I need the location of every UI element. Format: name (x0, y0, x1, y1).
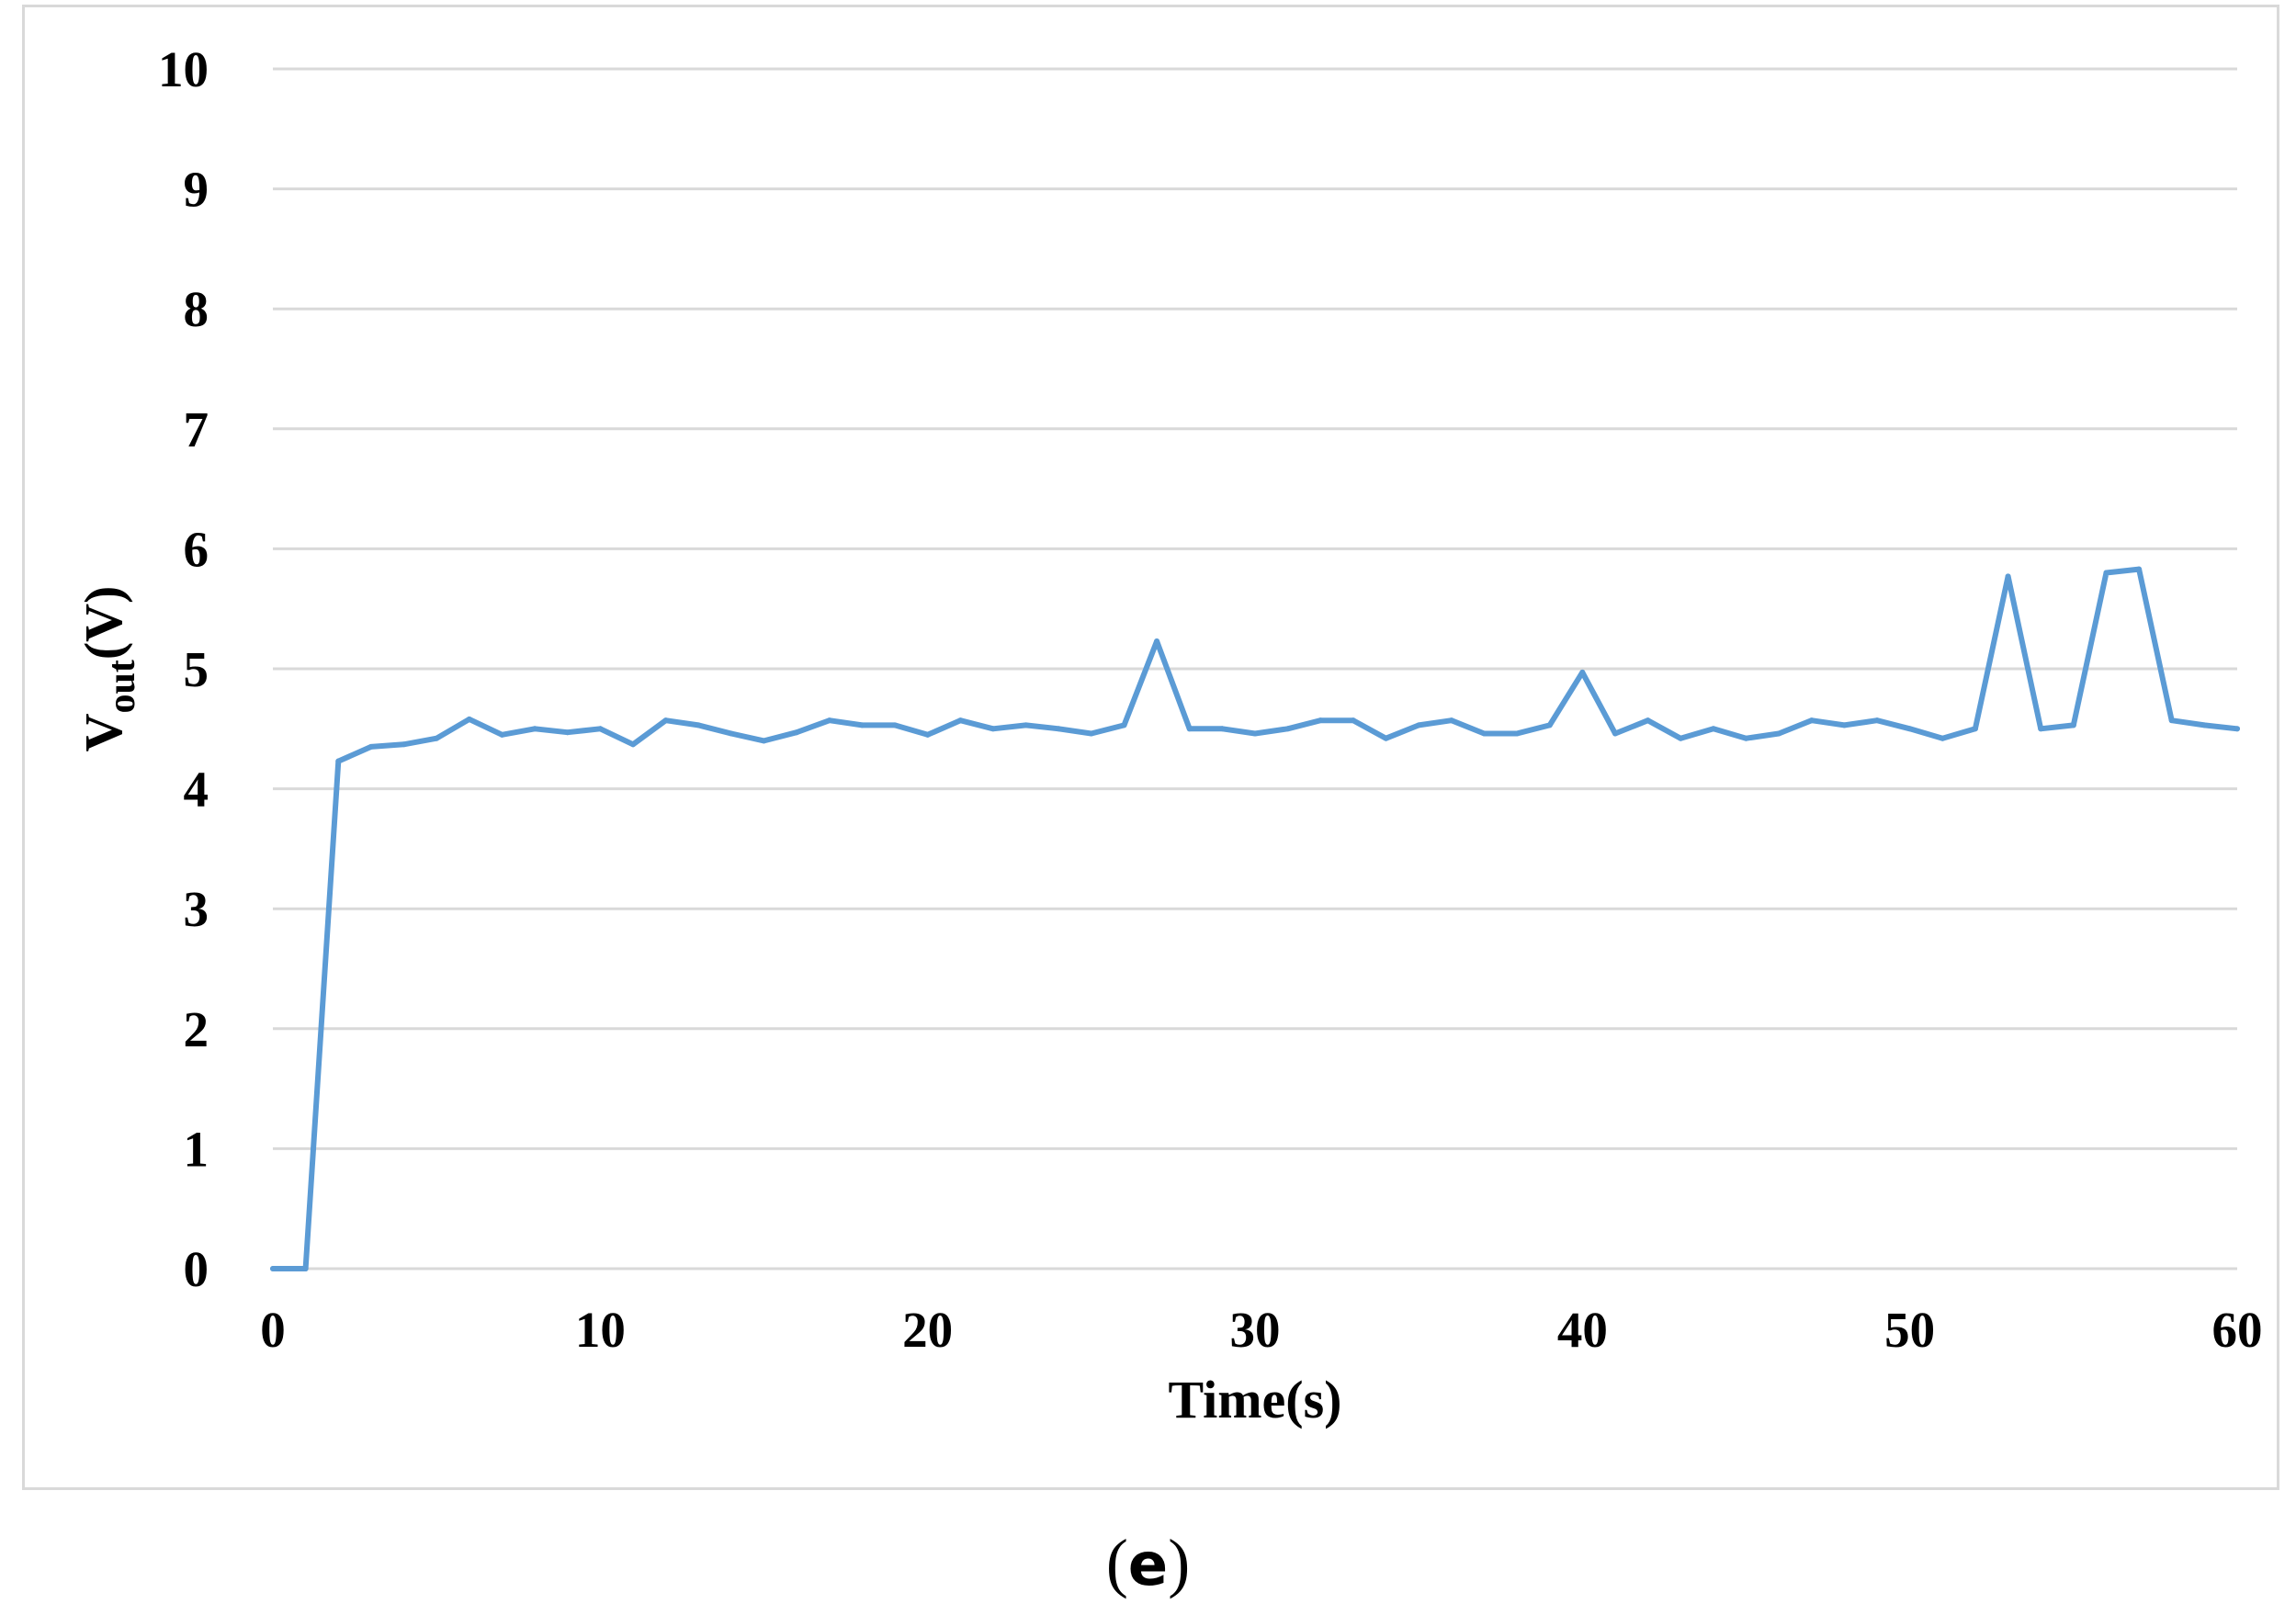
y-tick-label: 8 (184, 281, 209, 337)
y-tick-labels: 0 1 2 3 4 5 6 7 8 9 10 (158, 41, 209, 1297)
y-tick-label: 0 (184, 1241, 209, 1297)
data-point (532, 726, 538, 732)
data-point (1284, 726, 1291, 732)
gridlines (273, 67, 2237, 1271)
data-point (1252, 730, 1258, 737)
x-tick-labels: 0 10 20 30 40 50 60 (260, 1302, 2262, 1358)
data-point (2070, 722, 2076, 728)
x-tick-label: 30 (1230, 1302, 1281, 1358)
data-point (434, 735, 440, 741)
data-point (794, 729, 800, 736)
panel-label-open: ( (1105, 1526, 1128, 1599)
y-tick-label: 5 (184, 641, 209, 697)
x-tick-label: 10 (575, 1302, 626, 1358)
data-point (1710, 726, 1716, 732)
y-tick-label: 1 (184, 1121, 209, 1177)
data-point (2201, 722, 2208, 728)
data-point (1579, 669, 1586, 675)
x-tick-label: 20 (902, 1302, 953, 1358)
y-tick-label: 9 (184, 162, 209, 218)
y-axis-title-unit: (V) (74, 586, 133, 661)
x-tick-label: 50 (1884, 1302, 1935, 1358)
data-point (1088, 730, 1094, 737)
data-point (499, 731, 505, 738)
series-layer (270, 566, 2240, 1271)
data-point (1416, 722, 1422, 728)
data-point (270, 1266, 276, 1271)
x-tick-label: 0 (260, 1302, 286, 1358)
data-point (1448, 717, 1454, 724)
series-line-0 (270, 566, 2240, 1271)
data-point (826, 717, 832, 724)
y-tick-label: 4 (184, 762, 209, 818)
data-point (1154, 638, 1160, 644)
line-chart: 0 1 2 3 4 5 6 7 8 9 10 0 10 20 30 40 50 60 Time(s) Vout(… (74, 41, 2263, 1429)
y-tick-label: 10 (158, 41, 209, 97)
data-point (1318, 717, 1324, 724)
data-point (1219, 726, 1226, 732)
data-point (1023, 722, 1029, 728)
y-axis-title-subscript: out (101, 660, 143, 713)
data-point (859, 722, 865, 728)
data-point (1383, 735, 1389, 741)
y-tick-label: 6 (184, 521, 209, 577)
x-axis-title: Time(s) (1168, 1370, 1341, 1429)
data-point (1350, 717, 1356, 724)
data-point (1906, 726, 1913, 732)
data-point (629, 741, 636, 748)
y-axis-title: Vout(V) (74, 586, 143, 752)
data-point (2136, 566, 2143, 572)
data-point (1514, 730, 1521, 737)
data-point (892, 722, 899, 728)
data-point (1808, 717, 1815, 724)
y-tick-label: 2 (184, 1001, 209, 1057)
panel-label-letter: e (1127, 1531, 1169, 1599)
data-point (1056, 726, 1062, 732)
y-tick-label: 7 (184, 401, 209, 457)
data-point (1186, 726, 1193, 732)
data-point (1841, 722, 1848, 728)
data-point (728, 730, 734, 737)
data-point (335, 758, 342, 764)
data-point (2005, 573, 2011, 580)
data-point (1874, 717, 1881, 724)
data-point (1776, 730, 1782, 737)
data-point (761, 738, 767, 744)
data-point (302, 1266, 309, 1271)
data-point (1972, 726, 1978, 732)
x-tick-label: 60 (2212, 1302, 2263, 1358)
data-point (957, 717, 964, 724)
data-point (401, 741, 407, 748)
data-point (597, 726, 604, 732)
data-point (2234, 726, 2240, 732)
chart-frame: 0 1 2 3 4 5 6 7 8 9 10 0 10 20 30 40 50 60 Time(s) Vout(… (22, 5, 2279, 1490)
data-point (696, 722, 702, 728)
data-point (368, 743, 374, 750)
x-tick-label: 40 (1557, 1302, 1608, 1358)
data-point (2103, 570, 2109, 576)
data-point (1743, 735, 1749, 741)
data-point (924, 731, 931, 738)
data-point (1678, 735, 1684, 741)
data-point (990, 726, 996, 732)
panel-label: (e) (0, 1525, 2296, 1601)
data-point (1121, 722, 1127, 728)
data-point (1546, 722, 1553, 728)
y-tick-label: 3 (184, 881, 209, 937)
data-point (1940, 735, 1946, 741)
data-point (564, 729, 571, 736)
data-point (1612, 730, 1618, 737)
panel-label-close: ) (1168, 1526, 1191, 1599)
data-point (2168, 717, 2175, 724)
data-point (662, 717, 669, 724)
data-point (2038, 726, 2044, 732)
data-point (1481, 730, 1487, 737)
y-axis-title-main: V (74, 713, 133, 751)
data-point (1645, 717, 1651, 724)
data-point (466, 716, 472, 722)
